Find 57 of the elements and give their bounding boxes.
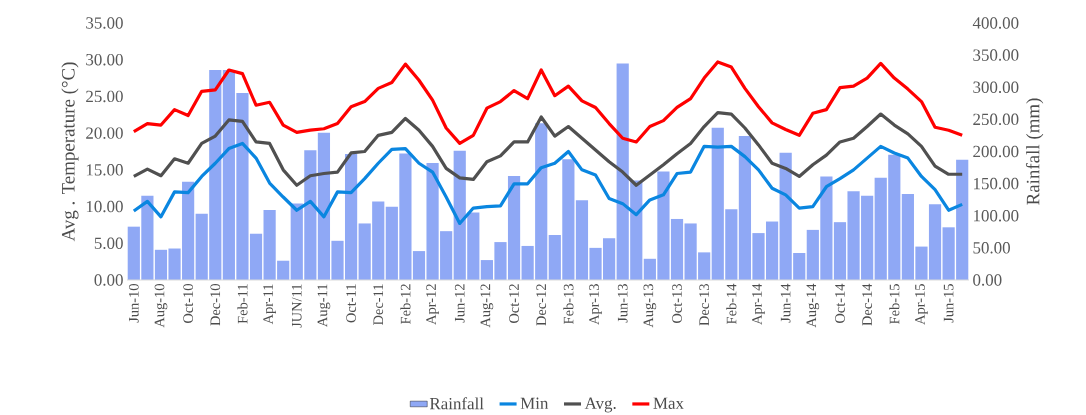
y-tick-label: 10.00 <box>86 200 123 213</box>
x-tick-label: Aug-11 <box>317 284 331 328</box>
line-series <box>132 141 964 226</box>
y-tick-label: 20.00 <box>86 127 123 140</box>
legend-label: Rainfall <box>429 397 484 410</box>
y2-tick-label: 50.00 <box>973 242 1010 254</box>
x-tick-label: Feb-11 <box>237 284 248 324</box>
x-tick-label: Aug-10 <box>154 284 168 328</box>
x-tick-label: Oct-12 <box>509 284 519 324</box>
x-tick-label: Aug-14 <box>806 283 820 328</box>
x-tick-label: Jun-15 <box>943 284 954 323</box>
x-tick-label: Aug-12 <box>480 284 494 328</box>
y2-tick-label: 100.00 <box>973 210 1019 222</box>
y-axis-title: Avg . Temperature (°C) <box>61 62 79 242</box>
x-tick-label: Apr-13 <box>589 284 602 325</box>
x-tick-label: Apr-15 <box>915 284 928 325</box>
x-tick-label: Feb-12 <box>400 284 411 325</box>
x-tick-label: Apr-12 <box>426 284 439 325</box>
line-series <box>132 60 964 146</box>
y2-tick-label: 150.00 <box>973 178 1019 190</box>
x-tick-label: Dec-10 <box>210 284 221 326</box>
y2-tick-label: 400.00 <box>972 17 1019 29</box>
y-tick-label: 25.00 <box>86 90 123 103</box>
x-tick-label: JUN/11 <box>291 284 302 328</box>
x-tick-label: Jun-13 <box>617 284 628 323</box>
y-tick-label: 5.00 <box>94 237 123 250</box>
legend-label: Avg. <box>584 397 616 413</box>
y2-axis-title: Rainfall (mm) <box>1025 98 1044 205</box>
x-tick-label: Dec-14 <box>862 283 872 326</box>
y-tick-label: 0.00 <box>94 274 123 286</box>
x-tick-label: Dec-13 <box>699 284 710 326</box>
y2-tick-label: 250.00 <box>973 113 1019 126</box>
x-tick-label: Oct-11 <box>346 284 356 323</box>
x-tick-label: Jun-10 <box>128 284 139 323</box>
line-series <box>132 111 964 188</box>
x-tick-label: Feb-13 <box>563 284 574 325</box>
y2-tick-label: 0.00 <box>973 274 1002 286</box>
legend-label: Min <box>520 397 549 409</box>
y2-tick-label: 300.00 <box>973 81 1019 94</box>
x-tick-label: Oct-10 <box>183 284 193 324</box>
x-tick-label: Apr-11 <box>263 284 276 325</box>
y-tick-label: 15.00 <box>86 164 123 176</box>
legend-label: Max <box>653 397 684 410</box>
x-tick-label: Dec-12 <box>536 284 547 326</box>
x-tick-label: Feb-14 <box>726 283 737 325</box>
x-tick-label: Oct-14 <box>835 283 845 324</box>
x-tick-label: Aug-13 <box>643 284 657 328</box>
x-tick-label: Feb-15 <box>889 284 900 325</box>
y-tick-label: 35.00 <box>86 17 123 29</box>
y2-tick-label: 200.00 <box>973 145 1019 158</box>
y2-tick-label: 350.00 <box>973 49 1019 62</box>
x-tick-label: Jun-14 <box>780 283 791 323</box>
x-tick-label: Dec-11 <box>373 284 384 326</box>
x-tick-label: Apr-14 <box>752 283 765 325</box>
y-tick-label: 30.00 <box>86 54 123 66</box>
x-tick-label: Oct-13 <box>672 284 682 324</box>
x-tick-label: Jun-12 <box>454 284 465 323</box>
